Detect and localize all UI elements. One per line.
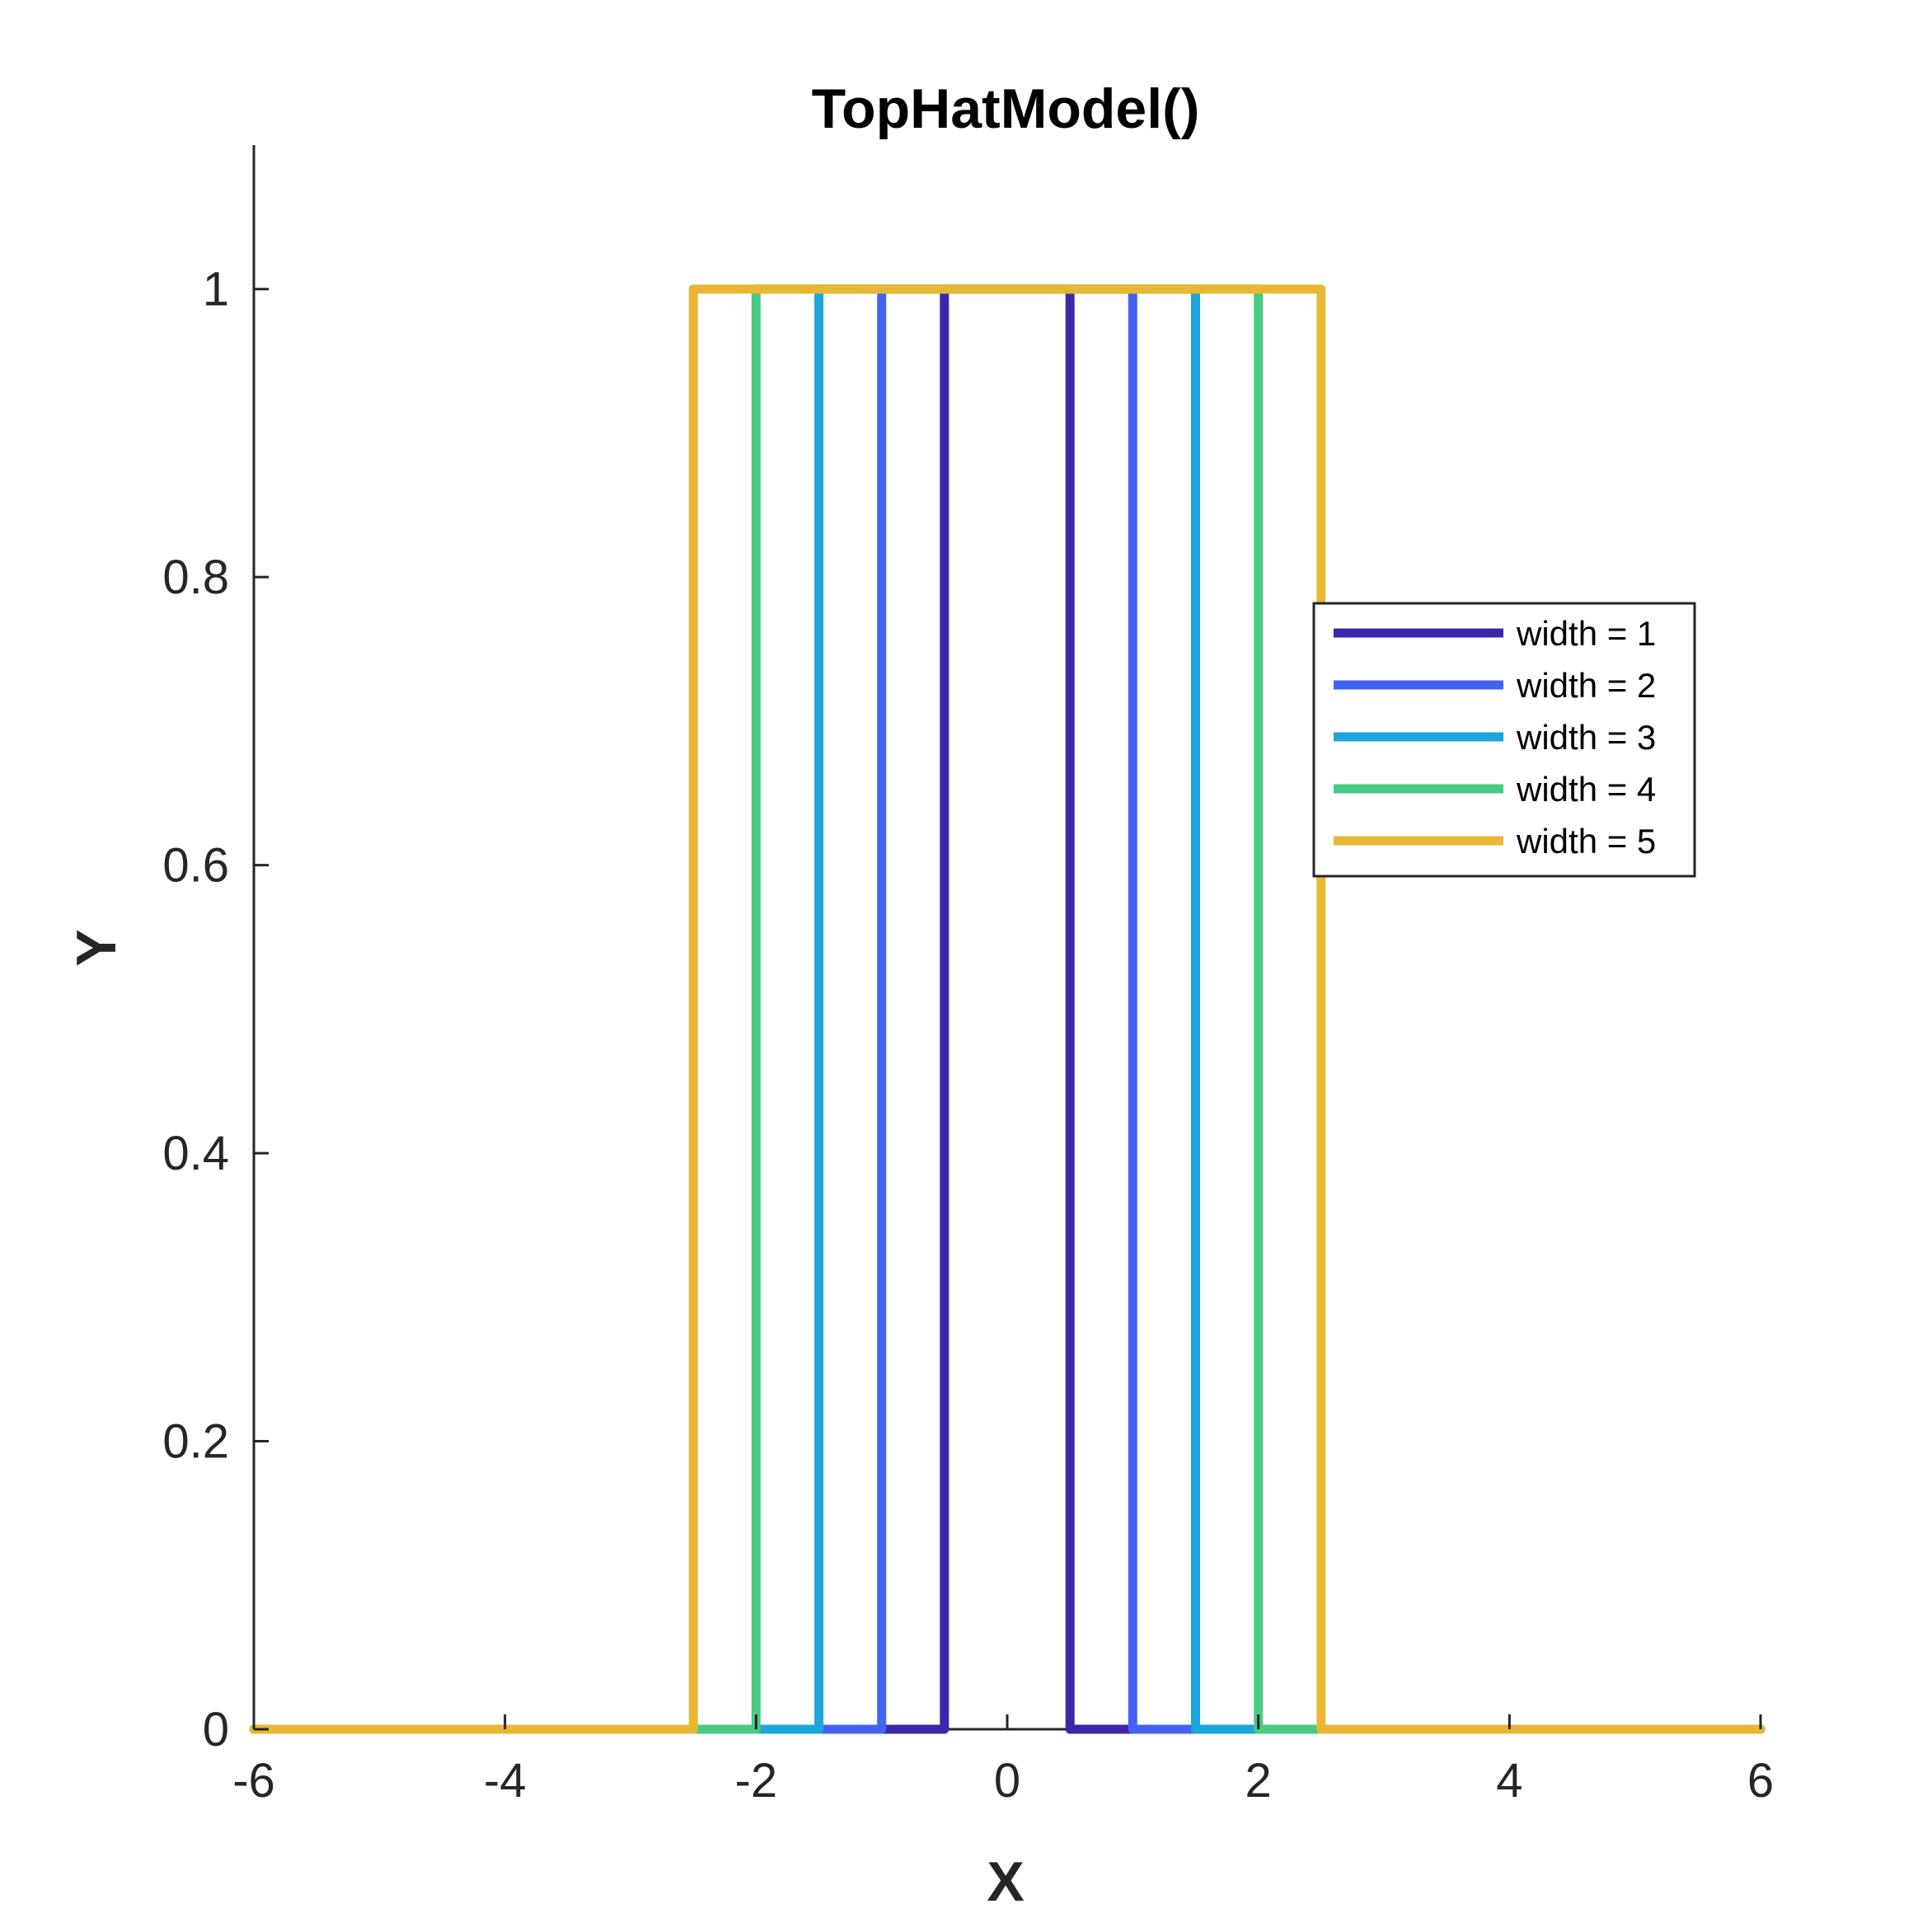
ticks: -6 -4 -2 0 2 4 6 0 0.2 0.4 0.6 0.8 1 — [162, 263, 1774, 1808]
y-tick-label: 1 — [203, 263, 229, 317]
legend: width = 1 width = 2 width = 3 width = 4 widt… — [1312, 602, 1696, 878]
x-tick-label: 6 — [1747, 1754, 1774, 1808]
series-line-3 — [249, 284, 1766, 1734]
legend-label-2: width = 2 — [1516, 666, 1656, 705]
x-tick-label: -2 — [735, 1754, 778, 1808]
y-tick-label: 0.4 — [162, 1127, 229, 1180]
legend-label-5: width = 5 — [1516, 822, 1656, 860]
y-tick-label: 0.2 — [162, 1415, 229, 1469]
series-line-1 — [249, 284, 1766, 1734]
legend-label-4: width = 4 — [1516, 770, 1656, 809]
y-tick-label: 0.6 — [162, 839, 229, 893]
y-tick-label: 0.8 — [162, 551, 229, 604]
plot-lines — [249, 284, 1766, 1734]
series-line-4 — [249, 284, 1766, 1734]
x-tick-label: 4 — [1496, 1754, 1522, 1808]
x-tick-label: -6 — [232, 1754, 275, 1808]
legend-label-1: width = 1 — [1516, 614, 1656, 653]
y-axis-label: Y — [65, 929, 128, 966]
x-tick-label: 0 — [994, 1754, 1020, 1808]
x-axis-label: X — [987, 1850, 1024, 1913]
series-line-2 — [249, 284, 1766, 1734]
y-tick-label: 0 — [203, 1703, 229, 1756]
x-tick-label: 2 — [1245, 1754, 1272, 1808]
axes — [252, 145, 1761, 1731]
series-line-5 — [249, 284, 1766, 1734]
chart-title: TopHatModel() — [812, 77, 1200, 140]
x-tick-label: -4 — [484, 1754, 527, 1808]
legend-label-3: width = 3 — [1516, 718, 1656, 757]
